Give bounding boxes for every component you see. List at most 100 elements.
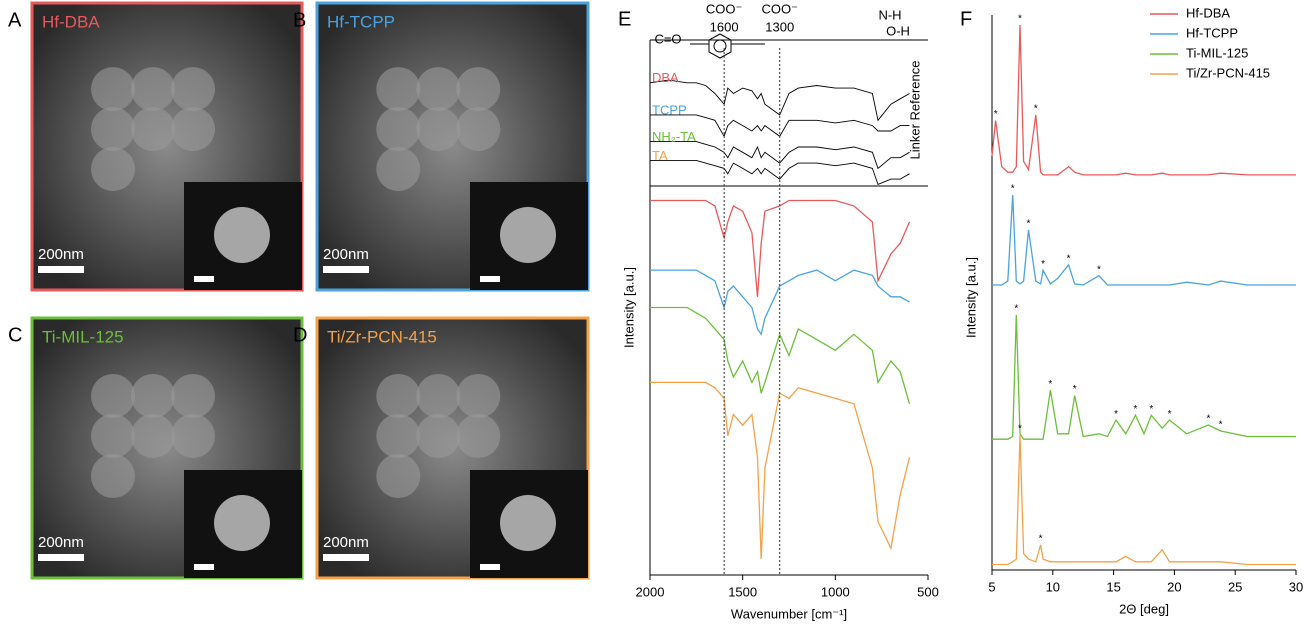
x-tick-label: 1500 (728, 584, 757, 599)
panel-letter: C (8, 324, 22, 346)
particle (131, 67, 175, 111)
peak-marker: * (1018, 14, 1022, 25)
marker-group-label: COO⁻ (761, 1, 797, 16)
inset-particle (500, 207, 556, 263)
legend-label: Ti-MIL-125 (1186, 45, 1248, 60)
peak-marker: * (1027, 219, 1031, 230)
peak-marker: * (1114, 409, 1118, 420)
particle (456, 374, 500, 418)
inset-scale-bar (480, 276, 500, 282)
particle (456, 67, 500, 111)
series-line (992, 195, 1296, 285)
peak-marker: * (1067, 253, 1071, 264)
particle (416, 107, 460, 151)
panel-label: Ti/Zr-PCN-415 (327, 327, 437, 346)
particle (171, 67, 215, 111)
inset-scale-bar (194, 564, 214, 570)
peak-marker: * (1219, 420, 1223, 431)
y-axis-label: Intensity [a.u.] (963, 257, 978, 338)
reference-label: Linker Reference (907, 61, 922, 160)
marker-label: 1600 (710, 19, 739, 34)
peak-marker: * (1041, 259, 1045, 270)
peak-marker: * (1149, 404, 1153, 415)
reference-name: DBA (652, 70, 679, 85)
scale-label: 200nm (323, 246, 369, 263)
x-tick-label: 30 (1289, 579, 1303, 594)
particle (376, 374, 420, 418)
x-tick-label: 15 (1106, 579, 1120, 594)
band-label: O-H (886, 23, 910, 38)
particle (376, 414, 420, 458)
particle (456, 414, 500, 458)
peak-marker: * (1206, 414, 1210, 425)
panel-letter: B (293, 9, 306, 31)
scale-bar (38, 554, 84, 561)
scale-label: 200nm (38, 534, 84, 551)
benzene-icon (690, 34, 765, 58)
peak-marker: * (1134, 404, 1138, 415)
scale-label: 200nm (323, 534, 369, 551)
particle (376, 454, 420, 498)
reference-name: TA (652, 148, 668, 163)
particle (171, 107, 215, 151)
panel-letter: D (293, 324, 307, 346)
peak-marker: * (1014, 304, 1018, 315)
legend-label: Hf-DBA (1186, 5, 1230, 20)
reference-name: TCPP (652, 102, 687, 117)
band-label: C=O (654, 31, 681, 46)
particle (171, 414, 215, 458)
particle (376, 67, 420, 111)
panel-label: Hf-TCPP (327, 12, 395, 31)
particle (91, 374, 135, 418)
x-tick-label: 2000 (636, 584, 665, 599)
legend-label: Hf-TCPP (1186, 25, 1238, 40)
particle (91, 147, 135, 191)
particle (91, 454, 135, 498)
peak-marker: * (1039, 534, 1043, 545)
figure: A Hf-DBA 200nm B Hf-TCPP 200nm C Ti-MIL-125 200n… (0, 0, 1313, 621)
x-tick-label: 1000 (821, 584, 850, 599)
inset-particle (500, 495, 556, 551)
particle (171, 374, 215, 418)
particle (131, 414, 175, 458)
marker-label: 1300 (765, 19, 794, 34)
scale-bar (323, 266, 369, 273)
scale-bar (38, 266, 84, 273)
legend-label: Ti/Zr-PCN-415 (1186, 65, 1270, 80)
particle (91, 414, 135, 458)
x-axis-label: 2Θ [deg] (1119, 601, 1169, 616)
x-axis-label: Wavenumber [cm⁻¹] (731, 606, 847, 621)
x-tick-label: 10 (1046, 579, 1060, 594)
x-tick-label: 20 (1167, 579, 1181, 594)
reference-name: NH₂-TA (652, 129, 696, 144)
panel-label: Ti-MIL-125 (42, 327, 124, 346)
panel-letter: A (8, 9, 22, 31)
x-tick-label: 500 (917, 584, 939, 599)
y-axis-label: Intensity [a.u.] (621, 267, 636, 348)
particle (416, 414, 460, 458)
scale-label: 200nm (38, 246, 84, 263)
particle (456, 107, 500, 151)
peak-marker: * (1018, 423, 1022, 434)
band-label: N-H (878, 7, 901, 22)
marker-group-label: COO⁻ (706, 1, 742, 16)
particle (376, 107, 420, 151)
peak-marker: * (1168, 409, 1172, 420)
particle (131, 374, 175, 418)
series-line (992, 435, 1296, 565)
panel-label: Hf-DBA (42, 12, 100, 31)
particle (91, 67, 135, 111)
panel-letter: F (960, 8, 972, 30)
x-tick-label: 5 (988, 579, 995, 594)
peak-marker: * (1048, 379, 1052, 390)
scale-bar (323, 554, 369, 561)
peak-marker: * (1034, 104, 1038, 115)
inset-particle (214, 495, 270, 551)
inset-scale-bar (194, 276, 214, 282)
series-line (992, 315, 1296, 439)
series-line (992, 25, 1296, 175)
particle (416, 67, 460, 111)
peak-marker: * (1097, 264, 1101, 275)
x-tick-label: 25 (1228, 579, 1242, 594)
particle (416, 374, 460, 418)
